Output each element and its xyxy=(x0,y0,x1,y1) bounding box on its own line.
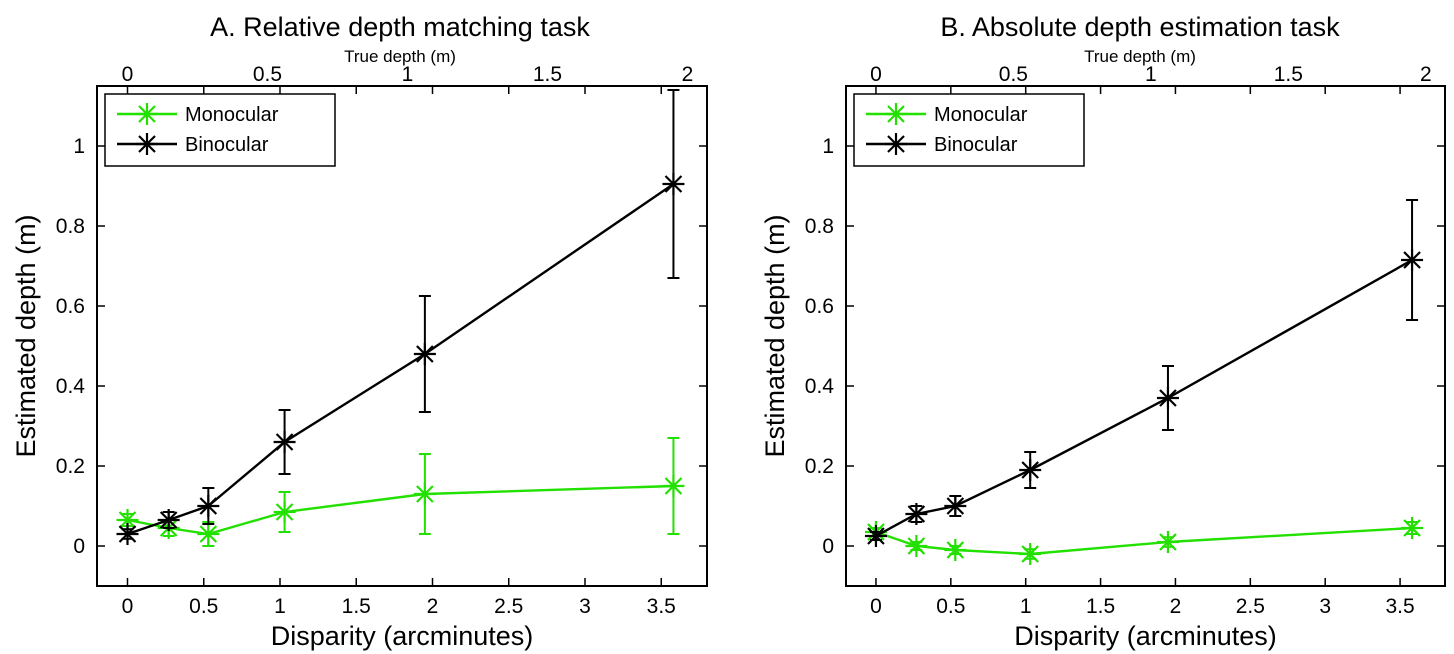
data-point xyxy=(273,501,296,523)
x-tick-label: 2 xyxy=(1170,595,1182,618)
y-tick-label: 0.2 xyxy=(56,455,85,478)
y-axis-label: Estimated depth (m) xyxy=(11,214,41,457)
series-binocular xyxy=(864,199,1424,547)
legend-marker xyxy=(136,133,158,155)
data-point xyxy=(1156,387,1179,409)
plot-frame xyxy=(845,85,1446,587)
data-point xyxy=(1401,249,1424,271)
x-tick-label: 1.5 xyxy=(1086,595,1115,618)
data-point xyxy=(905,503,928,525)
data-point xyxy=(944,495,967,517)
plot-frame xyxy=(96,85,708,587)
y-tick-label: 1 xyxy=(822,135,834,158)
legend-item-binocular: Binocular xyxy=(117,133,269,156)
legend-label: Binocular xyxy=(185,134,269,156)
x-axis-label: Disparity (arcminutes) xyxy=(1014,621,1277,651)
x-tick-label: 2.5 xyxy=(494,595,523,618)
series-line xyxy=(875,526,1413,556)
data-point xyxy=(662,475,685,497)
legend-marker xyxy=(885,133,907,155)
chart-panel-a: A. Relative depth matching task True dept… xyxy=(11,12,708,651)
legend: Monocular Binocular xyxy=(853,93,1085,167)
top-tick-label: 1 xyxy=(402,63,414,86)
legend-marker xyxy=(136,103,158,125)
top-axis-label: True depth (m) xyxy=(1084,47,1196,66)
legend-label: Monocular xyxy=(185,104,279,126)
top-tick-label: 1.5 xyxy=(533,63,562,86)
y-tick-label: 0.8 xyxy=(56,215,85,238)
x-tick-label: 0.5 xyxy=(189,595,218,618)
y-tick-label: 0.8 xyxy=(805,215,834,238)
legend-label: Monocular xyxy=(934,104,1028,126)
series-monocular xyxy=(864,517,1424,565)
x-tick-label: 0.5 xyxy=(936,595,965,618)
series-line xyxy=(875,258,1413,538)
y-tick-label: 0.4 xyxy=(56,375,86,398)
x-tick-label: 0 xyxy=(122,595,134,618)
top-tick-label: 1.5 xyxy=(1274,63,1303,86)
y-axis-label: Estimated depth (m) xyxy=(760,214,790,457)
x-tick-label: 1 xyxy=(1020,595,1032,618)
data-point xyxy=(1156,531,1179,553)
y-tick-label: 0.2 xyxy=(805,455,834,478)
legend-marker xyxy=(885,103,907,125)
y-tick-label: 1 xyxy=(73,135,85,158)
x-tick-label: 1 xyxy=(274,595,286,618)
legend-label: Binocular xyxy=(934,134,1018,156)
data-point xyxy=(157,509,180,531)
chart-title: A. Relative depth matching task xyxy=(210,12,590,42)
legend-box xyxy=(853,93,1085,167)
legend-item-binocular: Binocular xyxy=(866,133,1018,156)
legend: Monocular Binocular xyxy=(104,93,336,167)
series-line xyxy=(127,183,675,536)
data-point xyxy=(116,509,139,531)
data-point xyxy=(197,495,220,517)
data-point xyxy=(905,535,928,557)
chart-title: B. Absolute depth estimation task xyxy=(940,12,1340,42)
data-point xyxy=(1019,459,1042,481)
x-tick-label: 2 xyxy=(427,595,439,618)
x-tick-label: 0 xyxy=(870,595,882,618)
data-point xyxy=(1019,543,1042,565)
legend-item-monocular: Monocular xyxy=(866,103,1028,126)
chart-panel-b: B. Absolute depth estimation task True de… xyxy=(760,12,1446,651)
x-tick-label: 3.5 xyxy=(647,595,676,618)
top-tick-label: 2 xyxy=(1420,63,1432,86)
legend-box xyxy=(104,93,336,167)
top-tick-label: 0.5 xyxy=(999,63,1028,86)
y-tick-label: 0.6 xyxy=(805,295,834,318)
data-point xyxy=(662,173,685,195)
legend-item-monocular: Monocular xyxy=(117,103,279,126)
y-tick-label: 0.4 xyxy=(805,375,835,398)
top-tick-label: 0 xyxy=(122,63,134,86)
top-axis-label: True depth (m) xyxy=(344,47,456,66)
y-tick-label: 0.6 xyxy=(56,295,85,318)
data-point xyxy=(1401,517,1424,539)
series-binocular xyxy=(116,89,685,545)
data-point xyxy=(116,523,139,545)
data-point xyxy=(273,431,296,453)
x-tick-label: 3 xyxy=(1319,595,1331,618)
y-tick-label: 0 xyxy=(73,535,85,558)
y-tick-label: 0 xyxy=(822,535,834,558)
top-tick-label: 1 xyxy=(1145,63,1157,86)
top-tick-label: 2 xyxy=(682,63,694,86)
x-tick-label: 3.5 xyxy=(1385,595,1414,618)
data-point xyxy=(864,525,887,547)
data-point xyxy=(413,343,436,365)
top-tick-label: 0.5 xyxy=(253,63,282,86)
x-axis-label: Disparity (arcminutes) xyxy=(271,621,534,651)
x-tick-label: 1.5 xyxy=(342,595,371,618)
series-monocular xyxy=(116,437,685,547)
top-tick-label: 0 xyxy=(870,63,882,86)
data-point xyxy=(197,523,220,545)
x-tick-label: 2.5 xyxy=(1236,595,1265,618)
data-point xyxy=(413,483,436,505)
data-point xyxy=(944,539,967,561)
x-tick-label: 3 xyxy=(579,595,591,618)
